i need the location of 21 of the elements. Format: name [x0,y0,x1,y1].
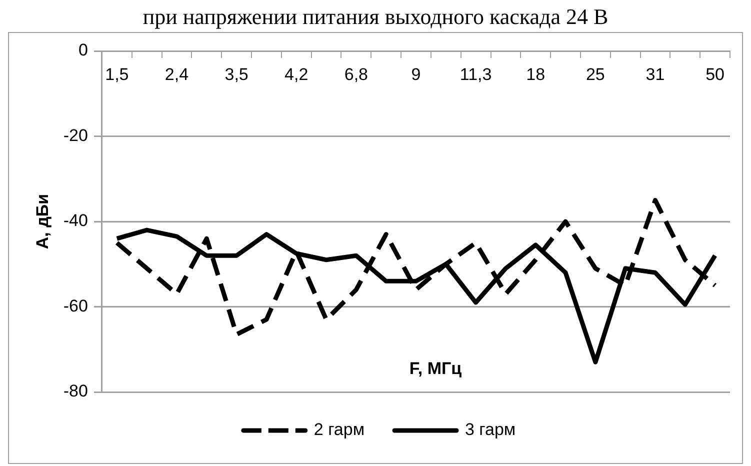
y-tick-label: -40 [63,211,88,230]
y-tick-label: -20 [63,126,88,145]
y-tick-label: 0 [78,40,88,60]
y-tick-label: -60 [63,296,88,316]
x-tick-label: 18 [526,64,546,84]
y-tick-label: -80 [63,382,88,401]
x-tick-label: 11,3 [460,64,492,84]
x-tick-label: 31 [646,64,665,84]
x-tick-label: 2,4 [164,64,189,84]
legend-label: 3 гарм [465,420,516,440]
y-axis-title: А, дБи [32,194,52,250]
x-tick-label: 25 [586,64,605,84]
legend-label: 2 гарм [314,420,365,440]
x-tick-label: 1,5 [105,64,129,84]
x-tick-label: 4,2 [284,64,308,84]
x-tick-label: 6,8 [344,64,368,84]
x-axis-title: F, МГц [408,359,463,379]
x-tick-label: 3,5 [224,64,248,84]
chart-title: при напряжении питания выходного каскада 24 В [142,4,610,30]
x-tick-label: 9 [411,64,421,84]
x-tick-label: 50 [706,64,725,84]
